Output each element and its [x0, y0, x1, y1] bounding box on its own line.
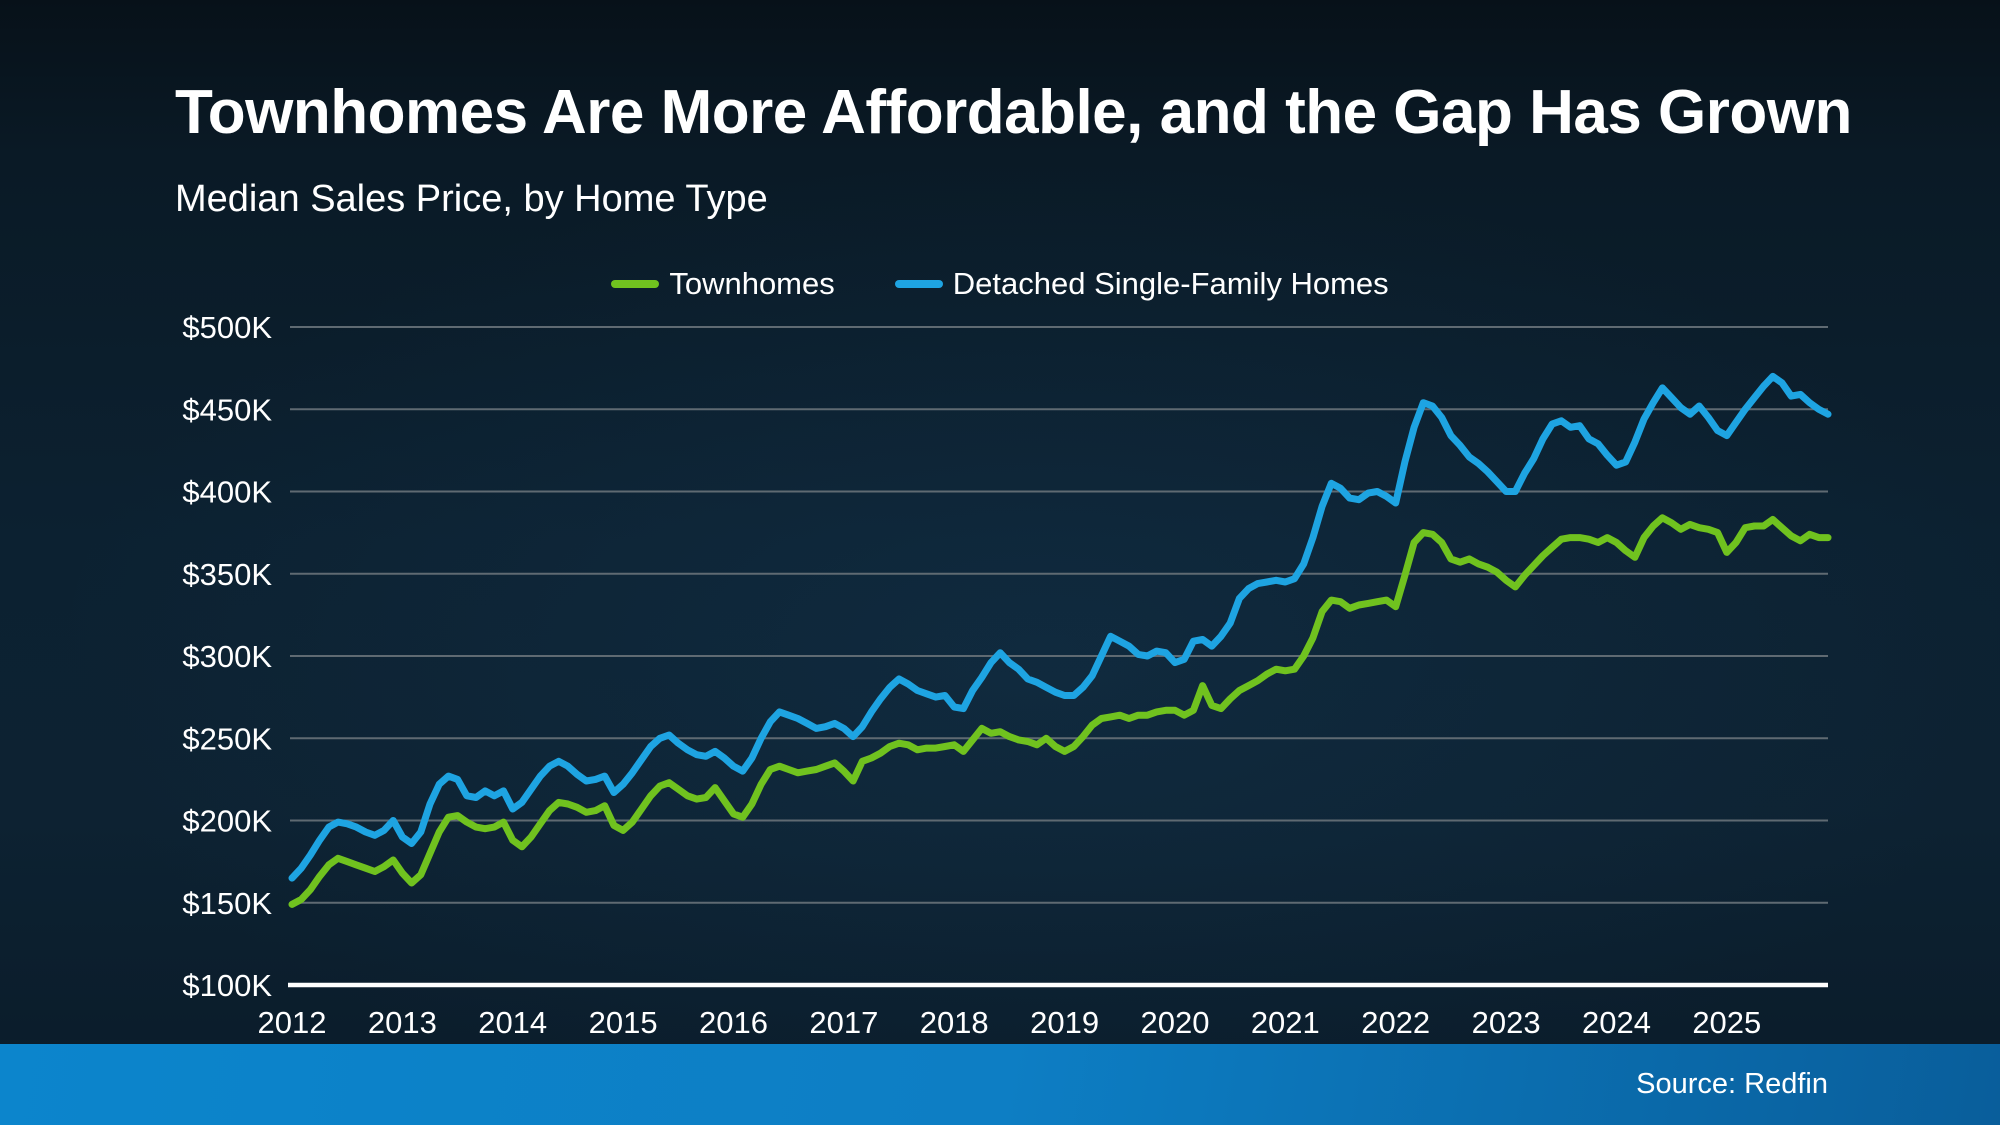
legend-item-detached: Detached Single-Family Homes — [894, 266, 1389, 302]
y-tick-label: $450K — [182, 392, 272, 427]
x-tick-label: 2016 — [699, 1005, 768, 1040]
detached-single-family-homes-line — [288, 372, 1832, 882]
townhomes-line — [288, 514, 1832, 908]
source-credit: Source: Redfin — [1636, 1068, 1828, 1100]
detached-line-swatch — [894, 280, 943, 288]
page-subtitle: Median Sales Price, by Home Type — [175, 178, 768, 220]
y-tick-label: $250K — [182, 721, 272, 756]
x-tick-label: 2020 — [1141, 1005, 1210, 1040]
footer-bar: Source: Redfin — [0, 1044, 2000, 1125]
x-tick-label: 2014 — [478, 1005, 547, 1040]
y-tick-label: $350K — [182, 557, 272, 592]
y-tick-label: $200K — [182, 804, 272, 839]
x-tick-label: 2012 — [258, 1005, 327, 1040]
y-tick-label: $100K — [182, 968, 272, 1003]
legend-label-townhomes: Townhomes — [669, 266, 835, 301]
y-tick-label: $500K — [182, 310, 272, 345]
x-tick-label: 2021 — [1251, 1005, 1320, 1040]
legend-label-detached: Detached Single-Family Homes — [952, 266, 1389, 301]
x-tick-label: 2018 — [920, 1005, 989, 1040]
page-title: Townhomes Are More Affordable, and the G… — [175, 78, 1852, 147]
x-tick-label: 2022 — [1361, 1005, 1430, 1040]
townhomes-line-swatch — [611, 280, 660, 288]
x-tick-label: 2019 — [1030, 1005, 1099, 1040]
x-tick-label: 2017 — [809, 1005, 878, 1040]
x-tick-label: 2015 — [589, 1005, 658, 1040]
x-tick-label: 2025 — [1692, 1005, 1761, 1040]
y-tick-label: $300K — [182, 639, 272, 674]
y-tick-label: $400K — [182, 475, 272, 510]
chart-legend: Townhomes Detached Single-Family Homes — [0, 266, 2000, 302]
x-tick-label: 2024 — [1582, 1005, 1651, 1040]
x-tick-label: 2023 — [1472, 1005, 1541, 1040]
y-tick-label: $150K — [182, 886, 272, 921]
legend-item-townhomes: Townhomes — [611, 266, 835, 302]
x-tick-label: 2013 — [368, 1005, 437, 1040]
